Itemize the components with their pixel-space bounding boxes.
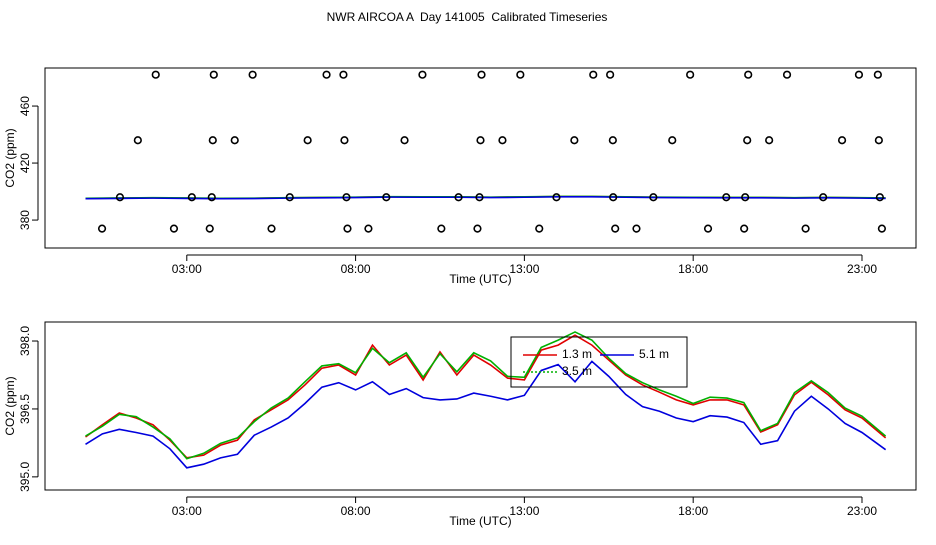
data-point <box>454 193 463 202</box>
data-point <box>875 193 884 202</box>
x-tick-label: 18:00 <box>678 262 708 276</box>
y-tick-label: 420 <box>18 153 32 173</box>
y-axis-title: CO2 (ppm) <box>3 376 17 435</box>
plot-frame <box>44 67 917 249</box>
legend-label: 3.5 m <box>562 364 592 378</box>
data-point <box>207 193 216 202</box>
series-line <box>85 331 887 460</box>
legend-box <box>510 336 688 388</box>
data-point <box>115 193 125 202</box>
data-point <box>437 224 446 233</box>
data-point <box>342 193 351 202</box>
data-point <box>589 70 598 79</box>
data-point <box>498 136 507 145</box>
data-point <box>819 193 828 202</box>
series-line <box>85 196 886 200</box>
data-point <box>473 224 482 233</box>
legend-label: 5.1 m <box>639 347 669 361</box>
y-tick-label: 380 <box>18 210 32 230</box>
data-point <box>151 70 160 79</box>
data-point <box>744 70 753 79</box>
data-point <box>303 136 312 145</box>
x-tick-label: 13:00 <box>509 262 539 276</box>
data-point <box>285 193 294 202</box>
data-point <box>837 136 847 145</box>
data-point <box>97 224 107 233</box>
data-point <box>570 136 579 145</box>
x-axis-title: Time (UTC) <box>449 514 511 528</box>
data-point <box>743 136 752 145</box>
data-point <box>400 136 409 145</box>
x-tick-label: 03:00 <box>172 262 202 276</box>
data-point <box>741 193 750 202</box>
data-point <box>782 70 792 79</box>
data-point <box>877 224 887 233</box>
data-point <box>632 224 641 233</box>
x-tick-label: 18:00 <box>678 504 708 518</box>
data-point <box>703 224 713 233</box>
x-tick-label: 23:00 <box>847 504 877 518</box>
data-point <box>608 136 617 145</box>
y-axis-title: CO2 (ppm) <box>3 128 17 187</box>
x-tick-label: 08:00 <box>341 262 371 276</box>
x-tick-label: 03:00 <box>172 504 202 518</box>
data-point <box>169 224 179 233</box>
data-point <box>874 136 883 145</box>
chart-title: NWR AIRCOA A Day 141005 Calibrated Times… <box>327 10 608 24</box>
series-line <box>85 334 887 459</box>
data-point <box>208 136 217 145</box>
data-point <box>343 224 352 233</box>
data-point <box>322 70 331 79</box>
data-point <box>535 224 544 233</box>
x-tick-label: 13:00 <box>509 504 539 518</box>
data-point <box>205 224 214 233</box>
data-point <box>230 136 239 145</box>
data-point <box>552 193 561 202</box>
data-point <box>209 70 218 79</box>
data-point <box>649 193 658 202</box>
data-point <box>364 224 373 233</box>
data-point <box>611 224 620 233</box>
data-point <box>801 224 810 233</box>
data-point <box>516 70 525 79</box>
data-point <box>187 193 196 202</box>
y-tick-label: 398.0 <box>18 326 32 356</box>
data-point <box>267 224 276 233</box>
data-point <box>873 70 882 79</box>
y-tick-label: 396.5 <box>18 394 32 424</box>
data-point <box>418 70 427 79</box>
data-point <box>340 136 349 145</box>
x-tick-label: 08:00 <box>341 504 371 518</box>
x-axis-title: Time (UTC) <box>449 272 511 286</box>
data-point <box>606 70 615 79</box>
data-point <box>765 136 774 145</box>
data-point <box>686 70 695 79</box>
data-point <box>668 136 677 145</box>
data-point <box>133 136 142 145</box>
data-point <box>854 70 864 79</box>
data-point <box>609 193 618 202</box>
data-point <box>382 193 391 202</box>
x-tick-label: 23:00 <box>847 262 877 276</box>
series-line <box>85 360 887 469</box>
data-point <box>477 70 486 79</box>
data-point <box>475 193 484 202</box>
y-tick-label: 460 <box>18 96 32 116</box>
data-point <box>740 224 749 233</box>
legend-label: 1.3 m <box>562 347 592 361</box>
data-point <box>339 70 348 79</box>
y-tick-label: 395.0 <box>18 462 32 492</box>
data-point <box>722 193 731 202</box>
plot-frame <box>44 321 917 491</box>
data-point <box>476 136 485 145</box>
data-point <box>248 70 257 79</box>
